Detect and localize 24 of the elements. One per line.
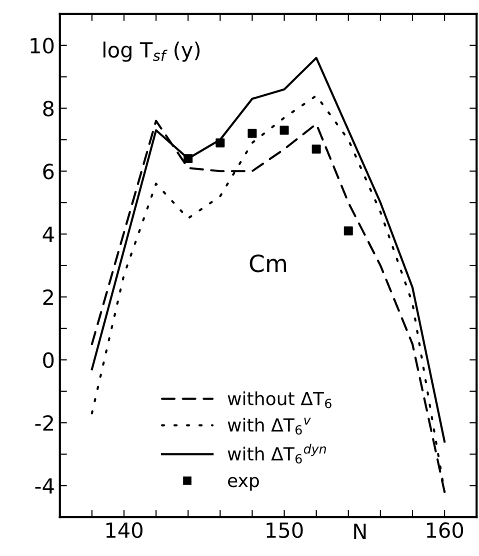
x-tick-label: 140 [106, 522, 142, 538]
point [280, 126, 289, 135]
y-tick-label: 10 [30, 38, 54, 54]
point [344, 226, 353, 236]
legend-label: without ΔT$_{6}$ [228, 391, 332, 408]
legend-label: with ΔT$_{6}$$^{v}$ [228, 418, 311, 435]
legend-label: with ΔT$_{6}$$^{dyn}$ [228, 444, 326, 464]
y-tick-label: -2 [35, 415, 53, 431]
x-axis-title: N [354, 524, 366, 539]
point [312, 144, 321, 154]
y-tick-label: 2 [43, 289, 53, 305]
annotation: Cm [250, 254, 286, 272]
y-axis-title: log T$_{sf}$ (y) [104, 42, 200, 62]
y-tick-label: 6 [43, 164, 54, 180]
y-tick-label: 8 [43, 100, 54, 116]
legend-label: exp [228, 476, 259, 491]
y-tick-label: -4 [35, 478, 54, 494]
point [184, 154, 193, 164]
point [248, 128, 257, 138]
x-tick-label: 160 [426, 522, 464, 538]
y-tick-label: 4 [42, 226, 54, 242]
x-tick-label: 150 [266, 522, 303, 538]
point [216, 138, 225, 148]
y-tick-label: 0 [43, 352, 54, 368]
